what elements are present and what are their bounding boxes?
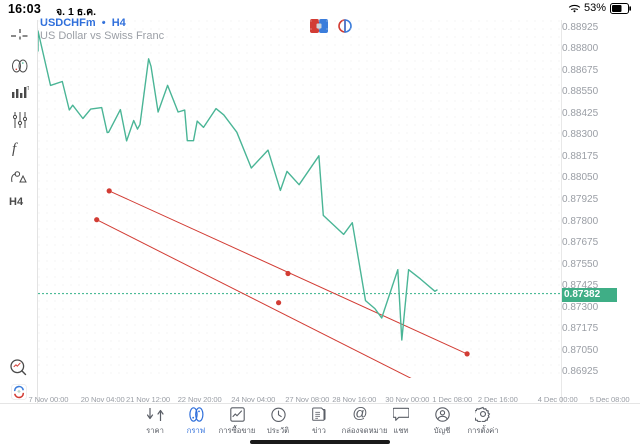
svg-text:T: T — [27, 86, 30, 92]
